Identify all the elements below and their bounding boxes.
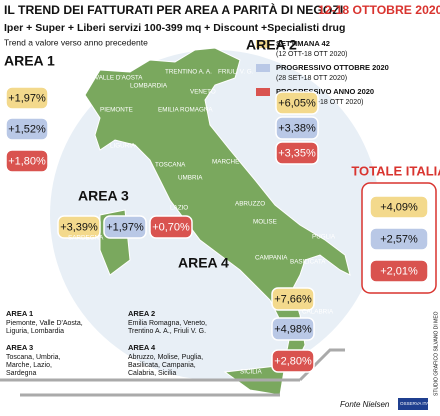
area-list-regions: Marche, Lazio, <box>6 362 52 369</box>
logo: OSSERVA ITALIA <box>400 401 436 406</box>
region-label: CAMPANIA <box>255 255 288 262</box>
value-badge <box>369 227 429 251</box>
value-label: +1,97% <box>8 92 46 104</box>
value-badge <box>275 116 319 140</box>
value-badge <box>5 149 49 173</box>
region-label: FRIULI V. G. <box>218 69 254 76</box>
region-label: MARCHE <box>212 159 239 166</box>
region-label: ABRUZZO <box>235 201 265 208</box>
value-label: +2,57% <box>380 233 418 245</box>
title: IL TREND DEI FATTURATI PER AREA A PARITÀ… <box>4 2 343 17</box>
italy-mainland <box>84 47 351 366</box>
area-list-name: AREA 4 <box>128 343 156 352</box>
area-list-regions: Basilicata, Campania, <box>128 362 196 369</box>
area-list-regions: Abruzzo, Molise, Puglia, <box>128 354 203 361</box>
legend-label: PROGRESSIVO OTTOBRE 2020 <box>276 63 389 72</box>
region-label: VENETO <box>190 89 216 96</box>
total-title: TOTALE ITALIA <box>351 163 440 178</box>
legend-swatch <box>256 64 270 72</box>
value-label: +4,98% <box>274 323 312 335</box>
value-label: +2,80% <box>274 355 312 367</box>
value-label: +3,35% <box>278 147 316 159</box>
logo-box <box>398 398 428 410</box>
area-list-name: AREA 1 <box>6 309 33 318</box>
region-label: CALABRIA <box>302 309 334 316</box>
value-badge <box>57 215 101 239</box>
value-label: +3,38% <box>278 122 316 134</box>
region-label: TOSCANA <box>155 162 186 169</box>
region-label: LIGURIA <box>110 143 136 150</box>
note: Trend a valore verso anno precedente <box>4 37 148 47</box>
value-badge <box>275 91 319 115</box>
area-name: AREA 1 <box>4 53 55 69</box>
area-list-regions: Toscana, Umbria, <box>6 354 61 361</box>
subtitle: Iper + Super + Liberi servizi 100-399 mq… <box>4 22 345 34</box>
legend-label: PROGRESSIVO ANNO 2020 <box>276 87 374 96</box>
area-list-name: AREA 2 <box>128 309 155 318</box>
region-label: BASILICATA <box>290 259 326 266</box>
credit: STUDIO GRAFICO SILVANO DI MEO <box>433 311 439 396</box>
value-label: +4,09% <box>380 201 418 213</box>
value-badge <box>369 195 429 219</box>
area-name: AREA 3 <box>78 188 129 204</box>
area-list-name: AREA 3 <box>6 343 33 352</box>
value-badge <box>369 259 429 283</box>
value-badge <box>271 317 315 341</box>
region-label: VALLE D'AOSTA <box>95 75 143 82</box>
area-list-regions: Calabria, Sicilia <box>128 370 176 377</box>
region-label: LOMBARDIA <box>130 83 168 90</box>
region-label: SARDEGNA <box>68 235 104 242</box>
area-list-regions: Trentino A. A., Friuli V. G. <box>128 328 206 335</box>
value-label: +2,01% <box>380 265 418 277</box>
area-name: AREA 4 <box>178 255 229 271</box>
area-list-regions: Sardegna <box>6 370 36 377</box>
legend-swatch <box>256 40 270 48</box>
value-label: +1,52% <box>8 123 46 135</box>
area-list-regions: Liguria, Lombardia <box>6 328 64 335</box>
area-list-regions: Piemonte, Valle D'Aosta, <box>6 320 83 327</box>
region-label: MOLISE <box>253 219 277 226</box>
region-label: EMILIA ROMAGNA <box>158 107 213 114</box>
title-dates: 12-18 OTTOBRE 2020 <box>318 3 440 17</box>
legend-period: (12 OTT-18 OTT 2020) <box>276 51 347 58</box>
region-label: LAZIO <box>170 205 188 212</box>
legend-period: (30 DIC 2019-18 OTT 2020) <box>276 99 363 106</box>
value-label: +1,97% <box>106 221 144 233</box>
value-badge <box>271 287 315 311</box>
value-badge <box>5 117 49 141</box>
area-list-regions: Emilia Romagna, Veneto, <box>128 320 207 327</box>
value-label: +1,80% <box>8 155 46 167</box>
value-label: +3,39% <box>60 221 98 233</box>
value-badge <box>271 349 315 373</box>
value-badge <box>275 141 319 165</box>
value-label: +6,05% <box>278 97 316 109</box>
region-label: UMBRIA <box>178 175 203 182</box>
legend-swatch <box>256 88 270 96</box>
region-label: TRENTINO A. A. <box>165 69 212 76</box>
source: Fonte Nielsen <box>340 400 390 409</box>
value-label: +7,66% <box>274 293 312 305</box>
region-label: SICILIA <box>240 369 262 376</box>
region-label: PIEMONTE <box>100 107 133 114</box>
area-name: AREA 2 <box>246 37 297 53</box>
value-badge <box>149 215 193 239</box>
value-label: +0,70% <box>152 221 190 233</box>
value-badge <box>5 86 49 110</box>
region-label: PUGLIA <box>312 234 336 241</box>
value-badge <box>103 215 147 239</box>
legend-label: SETTIMANA 42 <box>276 39 330 48</box>
legend-period: (28 SET-18 OTT 2020) <box>276 75 347 82</box>
